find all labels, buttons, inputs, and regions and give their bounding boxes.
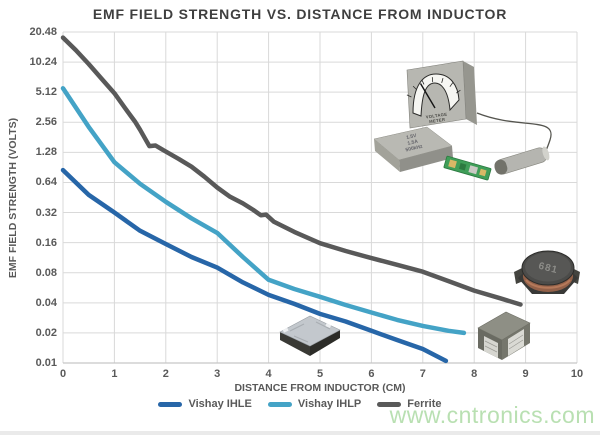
- legend: Vishay IHLE Vishay IHLP Ferrite: [0, 398, 600, 410]
- ferrite-marking: 681: [537, 261, 559, 276]
- x-tick-label-0: 0: [59, 368, 67, 380]
- x-tick-label-5: 5: [316, 368, 324, 380]
- meter-wire: [476, 112, 552, 152]
- x-tick-label-10: 10: [570, 368, 584, 380]
- legend-item-vishay-ihle: Vishay IHLE: [158, 398, 252, 410]
- y-tick-label-1.28: 1.28: [35, 146, 57, 159]
- pcb-strip: [443, 155, 492, 181]
- y-tick-label-20.48: 20.48: [29, 26, 57, 38]
- x-tick-label-7: 7: [419, 368, 426, 380]
- legend-swatch: [377, 401, 402, 407]
- y-axis-title: EMF FIELD STRENGTH (VOLTS): [7, 117, 19, 279]
- signal-source-box: 1.5V 1.5A 500kHz: [373, 126, 453, 172]
- gridlines: [62, 31, 578, 364]
- x-axis-title: DISTANCE FROM INDUCTOR (CM): [234, 382, 406, 394]
- legend-swatch: [267, 401, 292, 407]
- y-tick-label-0.64: 0.64: [35, 176, 57, 189]
- meter-label-line2: METER: [429, 117, 446, 124]
- legend-label: Vishay IHLE: [188, 398, 252, 410]
- x-tick-label-9: 9: [522, 368, 529, 380]
- ihlp-inductor-image: [477, 311, 531, 360]
- x-tick-label-8: 8: [471, 368, 478, 380]
- x-tick-label-6: 6: [368, 368, 375, 380]
- ihle-inductor-image: [279, 315, 341, 356]
- ferrite-inductor-image: 681: [514, 250, 580, 294]
- legend-item-ferrite: Ferrite: [377, 398, 442, 410]
- legend-swatch: [158, 401, 183, 407]
- meter-dial: [412, 73, 460, 117]
- x-tick-label-3: 3: [214, 368, 221, 380]
- series-line-vishay-ihle: [60, 167, 449, 364]
- y-tick-label-0.08: 0.08: [35, 266, 57, 279]
- series-curves: [60, 35, 523, 364]
- source-label-line3: 500kHz: [405, 144, 424, 154]
- x-tick-label-1: 1: [111, 368, 118, 380]
- bottom-edge-strip: [0, 431, 600, 435]
- x-tick-label-2: 2: [162, 368, 169, 380]
- ihlp-terminal-ridges: [484, 334, 524, 353]
- legend-label: Vishay IHLP: [297, 398, 362, 410]
- legend-item-vishay-ihlp: Vishay IHLP: [267, 398, 362, 410]
- y-tick-label-10.24: 10.24: [29, 56, 57, 69]
- meter-needle: [419, 83, 436, 109]
- y-tick-label-0.02: 0.02: [35, 326, 57, 339]
- y-tick-label-2.56: 2.56: [35, 116, 57, 129]
- series-line-ferrite: [60, 35, 523, 307]
- y-tick-label-0.04: 0.04: [35, 296, 57, 309]
- watermark-text: www.cntronics.com: [389, 402, 595, 428]
- source-label-line2: 1.5A: [407, 139, 419, 147]
- probe-cylinder: [494, 146, 550, 175]
- meter-dial-ticks: [406, 77, 461, 98]
- chart-title: EMF FIELD STRENGTH VS. DISTANCE FROM IND…: [92, 6, 508, 22]
- series-line-vishay-ihlp: [60, 86, 467, 336]
- voltage-meter-illustration: VOLTAGE METER 1.5V 1.5A 500kHz: [373, 60, 552, 181]
- y-tick-label-0.32: 0.32: [35, 206, 57, 219]
- x-tick-label-4: 4: [265, 368, 272, 380]
- legend-label: Ferrite: [407, 398, 442, 410]
- y-tick-label-0.01: 0.01: [35, 357, 57, 369]
- y-tick-label-0.16: 0.16: [35, 236, 57, 249]
- meter-label-line1: VOLTAGE: [425, 112, 447, 120]
- y-tick-label-5.12: 5.12: [35, 86, 57, 99]
- ihle-top-detail: [289, 321, 331, 343]
- source-label-line1: 1.5V: [406, 133, 418, 141]
